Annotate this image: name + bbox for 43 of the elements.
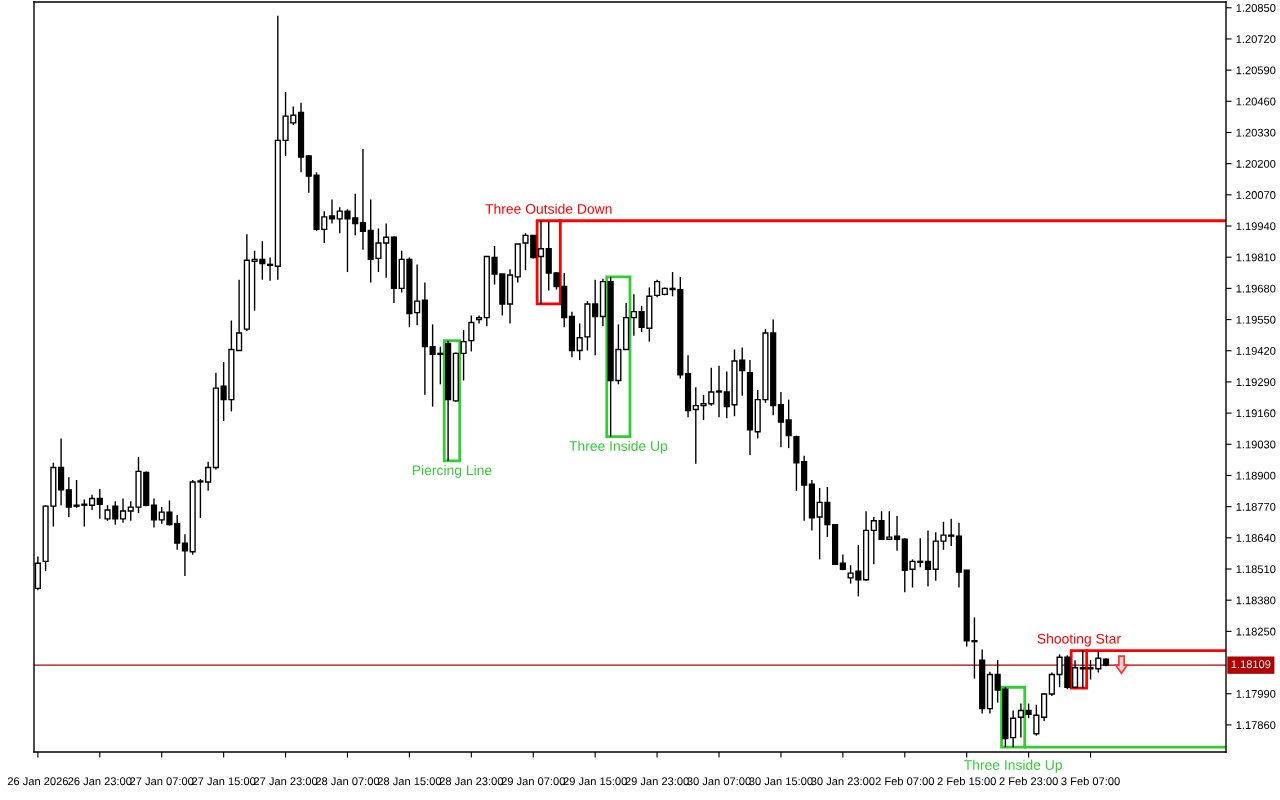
y-tick-label: 1.20070: [1236, 191, 1276, 199]
x-tick-label: 30 Jan 15:00: [749, 777, 813, 786]
annotation: Shooting Star: [1037, 633, 1121, 647]
x-tick-label: 27 Jan 15:00: [192, 777, 256, 786]
y-tick-label: 1.20850: [1236, 4, 1276, 12]
annotation: Three Outside Down: [485, 203, 612, 214]
y-tick-label: 1.19030: [1236, 440, 1276, 449]
y-tick-label: 1.19680: [1236, 284, 1276, 293]
x-tick-label: 2 Feb 07:00: [875, 777, 934, 786]
y-tick-label: 1.20720: [1236, 35, 1276, 44]
annotation: Piercing Line: [412, 464, 492, 478]
x-tick-label: 26 Jan 2026: [7, 777, 68, 786]
y-tick-label: 1.19290: [1236, 378, 1276, 387]
y-tick-label: 1.20460: [1236, 97, 1276, 106]
y-tick-label: 1.18250: [1236, 627, 1276, 636]
x-tick-label: 29 Jan 23:00: [625, 777, 689, 786]
y-tick-label: 1.18770: [1236, 502, 1276, 511]
ref-line-label: 1.18109: [1231, 660, 1271, 669]
y-tick-label: 1.20330: [1236, 128, 1276, 137]
y-tick-label: 1.18640: [1236, 534, 1276, 542]
y-tick-label: 1.19810: [1236, 253, 1276, 262]
y-tick-label: 1.17860: [1236, 721, 1276, 730]
x-tick-label: 29 Jan 15:00: [563, 777, 627, 786]
y-tick-label: 1.20200: [1236, 159, 1276, 168]
x-tick-label: 26 Jan 23:00: [68, 777, 132, 786]
y-tick-label: 1.19550: [1236, 315, 1276, 324]
x-tick-label: 2 Feb 15:00: [937, 777, 996, 786]
y-tick-label: 1.17990: [1236, 689, 1276, 698]
y-tick-label: 1.19160: [1236, 409, 1276, 418]
x-tick-label: 30 Jan 23:00: [811, 777, 875, 786]
text: Three Inside Up: [964, 759, 1062, 773]
x-tick-label: 27 Jan 07:00: [130, 777, 194, 786]
x-tick-label: 3 Feb 07:00: [1061, 777, 1120, 786]
y-tick-label: 1.18380: [1236, 596, 1276, 605]
x-tick-label: 2 Feb 23:00: [999, 777, 1058, 786]
y-tick-label: 1.18510: [1236, 565, 1276, 574]
y-tick-label: 1.19420: [1236, 347, 1276, 355]
y-tick-label: 1.18900: [1236, 471, 1276, 480]
y-tick-label: 1.19940: [1236, 222, 1276, 231]
x-tick-label: 29 Jan 07:00: [501, 777, 565, 786]
annotation: Three Inside Up: [569, 440, 668, 454]
x-tick-label: 30 Jan 07:00: [687, 777, 751, 786]
y-tick-label: 1.20590: [1236, 66, 1276, 75]
